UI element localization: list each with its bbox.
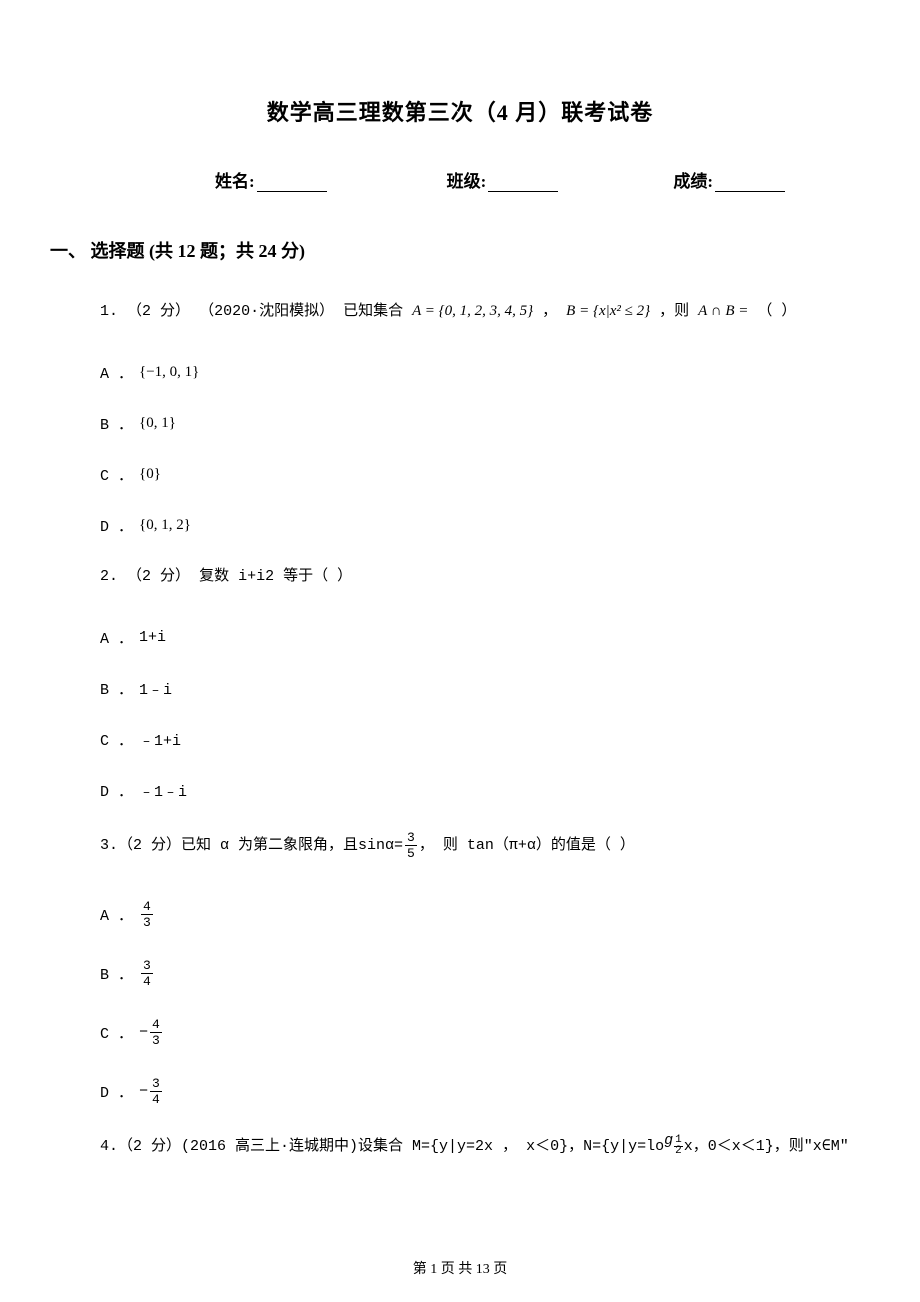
q3-opt-a-label: A ．: [100, 904, 133, 925]
q4-points: （2 分）: [118, 1136, 181, 1157]
q1-source: （2020·沈阳模拟）: [199, 303, 334, 320]
q2-opt-a-label: A ．: [100, 627, 133, 648]
name-field: 姓名:: [215, 167, 327, 192]
q3-opt-c-neg: −: [139, 1024, 148, 1041]
q3-option-c: C ． − 4 3: [100, 1018, 860, 1047]
q1-opt-c-label: C ．: [100, 464, 133, 485]
q3-stem-pre: 已知 α 为第二象限角，且sinα=: [181, 835, 403, 856]
q1-opt-d-label: D ．: [100, 515, 133, 536]
q3-opt-c-den: 3: [150, 1032, 162, 1047]
q1-stem-pre: 已知集合: [343, 303, 412, 320]
question-4: 4. （2 分） (2016 高三上·连城期中) 设集合 M={y|y=2x ，…: [100, 1136, 849, 1157]
q2-option-a: A ． 1+i: [100, 627, 860, 648]
q1-opt-a-label: A ．: [100, 362, 133, 383]
question-3: 3. （2 分） 已知 α 为第二象限角，且sinα= 3 5 ， 则 tan（…: [100, 831, 635, 860]
q2-opt-a-value: 1+i: [139, 629, 166, 646]
q1-opt-c-value: {0}: [139, 466, 161, 483]
q3-option-d: D ． − 3 4: [100, 1077, 860, 1106]
q4-log-den: 2: [674, 1146, 683, 1157]
q3-opt-c-frac: 4 3: [150, 1018, 162, 1047]
q3-opt-d-num: 3: [150, 1077, 162, 1091]
q3-options: A ． 4 3 B ． 3 4 C ． − 4 3 D ． − 3 4: [100, 900, 860, 1106]
q3-opt-c-num: 4: [150, 1018, 162, 1032]
student-fields: 姓名: 班级: 成绩:: [215, 167, 860, 192]
class-blank: [488, 191, 558, 192]
q2-option-c: C ． ﹣1+i: [100, 729, 860, 750]
q4-stem-post: x，0＜x＜1}，则"x∈M": [684, 1136, 849, 1157]
section-header: 一、 选择题 (共 12 题；共 24 分): [50, 237, 860, 263]
q1-paren: （ ）: [757, 303, 796, 320]
name-label: 姓名:: [215, 172, 255, 191]
question-2: 2. （2 分） 复数 i+i2 等于（ ）: [100, 566, 860, 587]
q1-comma1: ，: [542, 303, 566, 320]
q4-stem-pre: 设集合 M={y|y=2x ， x＜0}，N={y|y=lo: [358, 1136, 664, 1157]
q2-number: 2.: [100, 568, 118, 585]
q1-opt-b-label: B ．: [100, 413, 133, 434]
q3-opt-b-den: 4: [141, 973, 153, 988]
q3-stem-post: ， 则 tan（π+α）的值是（ ）: [419, 835, 635, 856]
q3-opt-a-num: 4: [141, 900, 153, 914]
q1-points: （2 分）: [127, 303, 190, 320]
q2-opt-c-label: C ．: [100, 729, 133, 750]
name-blank: [257, 191, 327, 192]
q3-frac-num: 3: [405, 831, 417, 845]
q1-option-d: D ． {0, 1, 2}: [100, 515, 860, 536]
q3-number: 3.: [100, 835, 118, 856]
q1-opt-b-value: {0, 1}: [139, 415, 176, 432]
q3-opt-a-den: 3: [141, 914, 153, 929]
q2-opt-b-value: 1﹣i: [139, 678, 172, 699]
score-blank: [715, 191, 785, 192]
q4-source: (2016 高三上·连城期中): [181, 1136, 358, 1157]
page-footer: 第 1 页 共 13 页: [0, 1258, 920, 1278]
q2-opt-d-value: ﹣1﹣i: [139, 780, 187, 801]
class-label: 班级:: [447, 172, 487, 191]
score-field: 成绩:: [673, 167, 785, 192]
q3-fraction: 3 5: [405, 831, 417, 860]
q3-opt-d-neg: −: [139, 1083, 148, 1100]
q3-frac-den: 5: [405, 845, 417, 860]
q1-option-a: A ． {−1, 0, 1}: [100, 362, 860, 383]
q3-points: （2 分）: [118, 835, 181, 856]
q2-option-d: D ． ﹣1﹣i: [100, 780, 860, 801]
exam-title: 数学高三理数第三次（4 月）联考试卷: [60, 95, 860, 127]
q3-opt-b-frac: 3 4: [141, 959, 153, 988]
q1-opt-a-value: {−1, 0, 1}: [139, 364, 199, 381]
class-field: 班级:: [447, 167, 559, 192]
q4-number: 4.: [100, 1136, 118, 1157]
q1-option-b: B ． {0, 1}: [100, 413, 860, 434]
question-1: 1. （2 分） （2020·沈阳模拟） 已知集合 A = {0, 1, 2, …: [100, 301, 860, 322]
q3-opt-a-frac: 4 3: [141, 900, 153, 929]
q3-opt-d-den: 4: [150, 1091, 162, 1106]
q4-log-g: g: [664, 1130, 673, 1151]
q2-options: A ． 1+i B ． 1﹣i C ． ﹣1+i D ． ﹣1﹣i: [100, 627, 860, 801]
score-label: 成绩:: [673, 172, 713, 191]
q3-opt-b-num: 3: [141, 959, 153, 973]
q3-option-b: B ． 3 4: [100, 959, 860, 988]
q2-opt-b-label: B ．: [100, 678, 133, 699]
q3-opt-d-frac: 3 4: [150, 1077, 162, 1106]
q1-set-b: B = {x|x² ≤ 2}: [566, 301, 650, 322]
q4-log: g 1 2: [664, 1136, 684, 1157]
q2-points: （2 分）: [127, 568, 190, 585]
q3-opt-c-label: C ．: [100, 1022, 133, 1043]
q1-number: 1.: [100, 303, 118, 320]
q2-opt-c-value: ﹣1+i: [139, 729, 181, 750]
q1-result: A ∩ B =: [698, 301, 748, 322]
q2-opt-d-label: D ．: [100, 780, 133, 801]
q4-log-frac: 1 2: [674, 1136, 683, 1157]
q3-option-a: A ． 4 3: [100, 900, 860, 929]
q1-stem-post: ，则: [659, 303, 698, 320]
q3-opt-d-label: D ．: [100, 1081, 133, 1102]
q2-option-b: B ． 1﹣i: [100, 678, 860, 699]
q2-stem: 复数 i+i2 等于（ ）: [199, 568, 352, 585]
q1-set-a: A = {0, 1, 2, 3, 4, 5}: [412, 301, 533, 322]
q1-option-c: C ． {0}: [100, 464, 860, 485]
q1-opt-d-value: {0, 1, 2}: [139, 517, 191, 534]
q1-options: A ． {−1, 0, 1} B ． {0, 1} C ． {0} D ． {0…: [100, 362, 860, 536]
q3-opt-b-label: B ．: [100, 963, 133, 984]
